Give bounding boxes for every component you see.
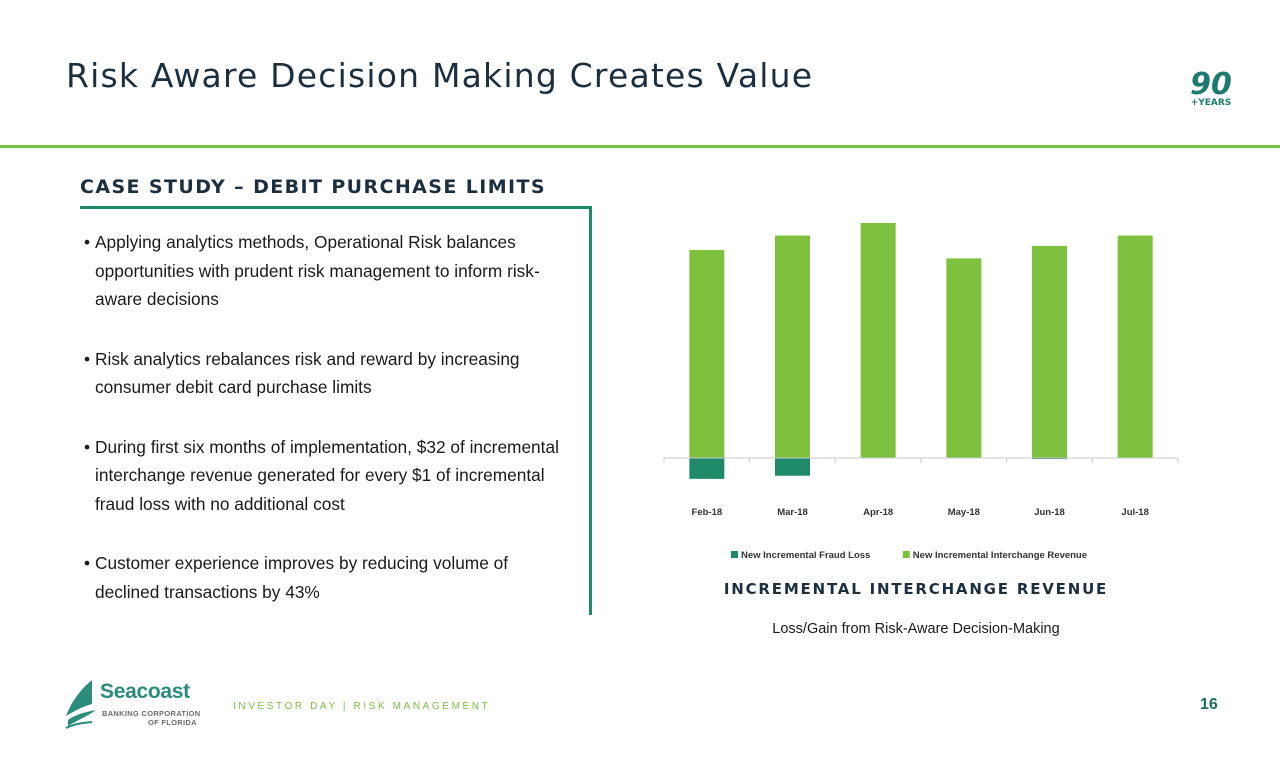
- legend-swatch: [731, 551, 738, 558]
- bullet-dot: •: [84, 553, 91, 573]
- revenue-bar: [946, 258, 982, 459]
- revenue-bar: [1117, 235, 1153, 459]
- bullet-text: During first six months of implementatio…: [95, 436, 559, 514]
- bullet-item: • During first six months of implementati…: [84, 433, 564, 519]
- chart-caption: INCREMENTAL INTERCHANGE REVENUE: [723, 580, 1109, 598]
- x-tick-label: Apr-18: [863, 507, 893, 518]
- bullet-item: • Risk analytics rebalances risk and rewa…: [84, 345, 564, 402]
- x-tick-label: Mar-18: [777, 507, 808, 518]
- interchange-revenue-chart: Feb-18 Mar-18 Apr-18 May-18 Jun-18 Jul-18 New …: [663, 223, 1179, 561]
- legend-label: New Incremental Fraud Loss: [741, 550, 870, 561]
- bullet-dot: •: [84, 436, 91, 457]
- legend-swatch: [902, 551, 910, 558]
- revenue-bar: [1032, 245, 1067, 459]
- revenue-bar: [860, 223, 896, 459]
- revenue-bar: [689, 250, 725, 459]
- fraud-loss-bar: [689, 458, 725, 479]
- logo-subtitle: BANKING CORPORATION OF FLORIDA: [102, 709, 200, 727]
- legend-label: New Incremental Interchange Revenue: [913, 550, 1087, 561]
- chart-subcaption: Loss/Gain from Risk-Aware Decision-Makin…: [772, 621, 1060, 637]
- fraud-loss-bar: [775, 458, 810, 476]
- x-tick-label: May-18: [948, 507, 980, 518]
- title-divider: [0, 145, 1280, 148]
- bracket-top-line: [80, 206, 592, 209]
- footer-text: INVESTOR DAY | RISK MANAGEMENT: [233, 701, 491, 712]
- x-tick-label: Feb-18: [692, 507, 723, 518]
- revenue-bar: [775, 235, 810, 459]
- sail-logo-icon: [65, 680, 96, 729]
- logo-subtitle-line-2: OF FLORIDA: [148, 718, 197, 727]
- badge-label: +YEARS: [1191, 98, 1232, 108]
- fraud-loss-bar: [1032, 458, 1067, 460]
- badge-number: 90: [1190, 67, 1232, 102]
- bullet-item: • Applying analytics methods, Operational…: [84, 228, 564, 314]
- bullet-text: Applying analytics methods, Operational …: [95, 232, 540, 309]
- bullet-dot: •: [84, 348, 91, 369]
- logo-wordmark: Seacoast: [100, 680, 190, 703]
- x-tick-label: Jul-18: [1121, 507, 1148, 518]
- bullet-list: • Applying analytics methods, Operational…: [84, 228, 564, 637]
- logo-subtitle-line-1: BANKING CORPORATION: [102, 709, 201, 718]
- bullet-text: Risk analytics rebalances risk and rewar…: [95, 348, 520, 398]
- x-tick-label: Jun-18: [1034, 507, 1065, 518]
- case-study-heading: CASE STUDY – DEBIT PURCHASE LIMITS: [80, 176, 546, 198]
- 90-years-badge-icon: 90 +YEARS: [1190, 67, 1232, 108]
- page-number: 16: [1200, 696, 1218, 713]
- slide-title: Risk Aware Decision Making Creates Value: [66, 56, 814, 95]
- bullet-dot: •: [84, 232, 91, 252]
- seacoast-logo: Seacoast BANKING CORPORATION OF FLORIDA: [62, 676, 204, 734]
- bullet-text: Customer experience improves by reducing…: [95, 553, 509, 602]
- bracket-side-line: [589, 206, 592, 615]
- bullet-item: • Customer experience improves by reducin…: [84, 549, 564, 606]
